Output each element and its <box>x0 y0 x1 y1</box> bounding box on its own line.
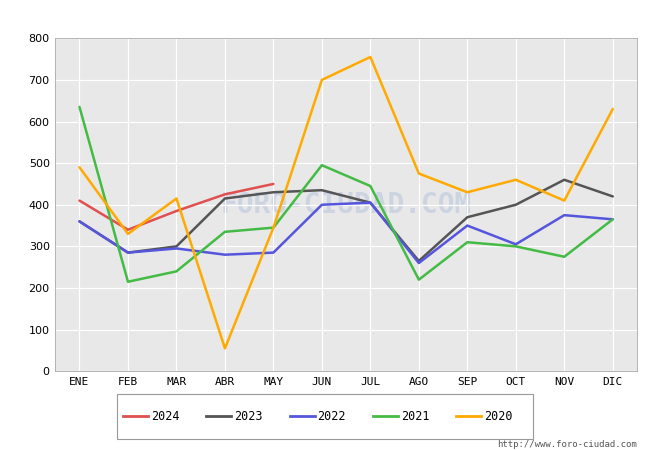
Text: 2023: 2023 <box>234 410 263 423</box>
Text: 2021: 2021 <box>400 410 429 423</box>
Text: Matriculaciones de Vehículos en Bilbao: Matriculaciones de Vehículos en Bilbao <box>164 9 486 27</box>
Text: 2022: 2022 <box>317 410 346 423</box>
FancyBboxPatch shape <box>117 394 533 439</box>
Text: FORO-CIUDAD.COM: FORO-CIUDAD.COM <box>220 191 472 219</box>
Text: http://www.foro-ciudad.com: http://www.foro-ciudad.com <box>497 440 637 449</box>
Text: 2024: 2024 <box>151 410 179 423</box>
Text: 2020: 2020 <box>484 410 512 423</box>
